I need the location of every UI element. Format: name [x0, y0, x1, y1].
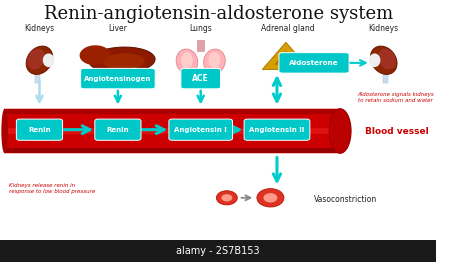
Ellipse shape	[27, 48, 45, 69]
Text: Renin: Renin	[28, 127, 51, 133]
FancyBboxPatch shape	[181, 68, 220, 89]
Polygon shape	[274, 51, 297, 65]
Ellipse shape	[370, 46, 397, 74]
Ellipse shape	[43, 53, 54, 67]
Text: Angiotensinogen: Angiotensinogen	[84, 76, 152, 81]
FancyBboxPatch shape	[244, 119, 310, 140]
Bar	[35, 68, 40, 83]
FancyBboxPatch shape	[95, 119, 141, 140]
FancyBboxPatch shape	[169, 119, 233, 140]
Text: Adrenal gland: Adrenal gland	[261, 24, 315, 33]
Text: ACE: ACE	[192, 74, 209, 83]
Bar	[383, 68, 388, 83]
Text: Kidneys: Kidneys	[369, 24, 399, 33]
Ellipse shape	[104, 53, 145, 70]
Text: Blood vessel: Blood vessel	[365, 127, 429, 135]
Ellipse shape	[80, 45, 111, 65]
Text: Aldosterone: Aldosterone	[289, 60, 339, 66]
Ellipse shape	[181, 52, 193, 69]
Text: Angiotensin I: Angiotensin I	[174, 127, 227, 133]
Polygon shape	[262, 42, 310, 69]
FancyBboxPatch shape	[16, 119, 63, 140]
Text: Kidneys release renin in
response to low blood pressure: Kidneys release renin in response to low…	[9, 183, 95, 194]
Ellipse shape	[176, 49, 198, 74]
Ellipse shape	[203, 49, 225, 74]
Bar	[197, 40, 204, 51]
Text: Aldosterone signals kidneys
to retain sodium and water: Aldosterone signals kidneys to retain so…	[358, 92, 434, 102]
Bar	[0, 240, 436, 262]
Ellipse shape	[89, 47, 155, 73]
Text: Liver: Liver	[108, 24, 127, 33]
Ellipse shape	[221, 194, 232, 201]
Text: alamy - 2S7B153: alamy - 2S7B153	[176, 246, 260, 256]
Bar	[4, 148, 340, 153]
Ellipse shape	[257, 189, 284, 207]
Text: Kidneys: Kidneys	[24, 24, 54, 33]
FancyBboxPatch shape	[4, 109, 340, 153]
Bar	[4, 128, 340, 134]
Ellipse shape	[263, 193, 277, 203]
Text: Angiotensin II: Angiotensin II	[249, 127, 305, 133]
FancyBboxPatch shape	[279, 53, 349, 73]
Ellipse shape	[1, 109, 8, 153]
Ellipse shape	[329, 109, 351, 153]
Ellipse shape	[378, 48, 396, 69]
Ellipse shape	[208, 52, 220, 69]
Ellipse shape	[216, 191, 237, 205]
Ellipse shape	[26, 46, 53, 74]
Text: Lungs: Lungs	[189, 24, 212, 33]
Bar	[4, 109, 340, 114]
Text: Vasoconstriction: Vasoconstriction	[314, 195, 377, 204]
Ellipse shape	[369, 53, 380, 67]
FancyBboxPatch shape	[81, 68, 155, 89]
Text: Renin: Renin	[107, 127, 129, 133]
Text: Renin-angiotensin-aldosterone system: Renin-angiotensin-aldosterone system	[44, 5, 393, 23]
Ellipse shape	[129, 68, 140, 75]
